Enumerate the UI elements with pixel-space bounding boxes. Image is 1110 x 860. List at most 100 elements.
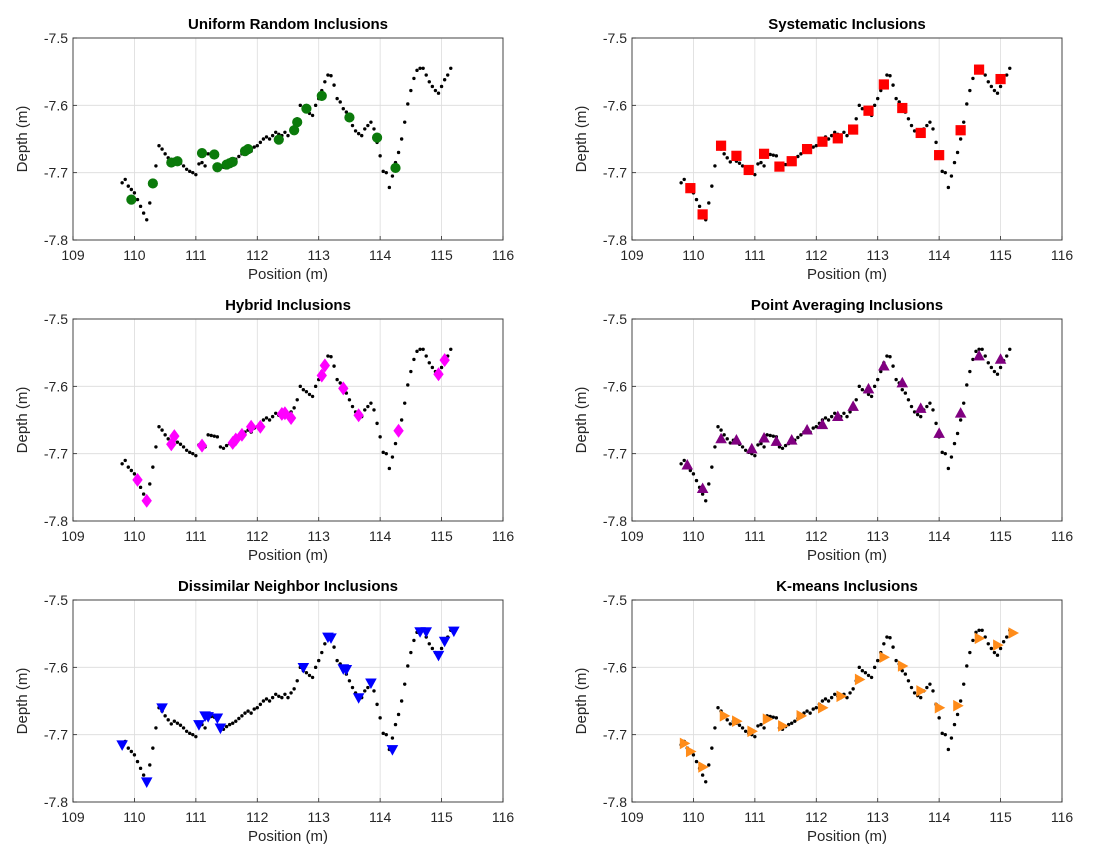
- survey-point: [704, 780, 708, 784]
- survey-point: [120, 181, 124, 185]
- survey-point: [1005, 635, 1009, 639]
- survey-point: [123, 177, 127, 182]
- inclusion-marker: [796, 710, 808, 722]
- inclusion-marker: [878, 359, 890, 371]
- survey-point: [412, 357, 416, 362]
- axes-box: [631, 318, 1063, 522]
- survey-point: [430, 365, 435, 370]
- survey-point: [740, 445, 745, 449]
- survey-point: [403, 401, 407, 405]
- survey-point: [304, 671, 309, 675]
- survey-point: [949, 736, 954, 740]
- inclusion-marker: [770, 435, 783, 446]
- survey-point: [974, 349, 978, 354]
- survey-point: [274, 692, 278, 696]
- x-tick-label: 116: [1051, 809, 1074, 825]
- survey-point: [719, 428, 723, 432]
- survey-point: [774, 154, 779, 158]
- survey-point: [148, 482, 152, 486]
- x-axis-label: Position (m): [248, 828, 328, 845]
- survey-point: [381, 450, 385, 455]
- survey-point: [971, 638, 975, 643]
- inclusion-marker: [242, 144, 254, 155]
- survey-point: [989, 646, 994, 651]
- inclusion-marker: [732, 715, 743, 727]
- survey-point: [986, 361, 990, 365]
- survey-point: [363, 127, 367, 131]
- survey-point: [919, 414, 923, 419]
- survey-point: [154, 445, 158, 449]
- plot-area: [72, 599, 504, 803]
- survey-point: [863, 671, 868, 675]
- survey-point: [872, 103, 877, 108]
- y-tick-label: -7.6: [44, 659, 68, 675]
- inclusion-marker: [679, 737, 691, 750]
- survey-point: [872, 665, 877, 670]
- survey-point: [249, 711, 253, 715]
- axes-box: [72, 37, 504, 241]
- x-tick-label: 110: [682, 247, 705, 263]
- inclusion-marker: [862, 382, 875, 394]
- survey-point: [814, 425, 818, 429]
- inclusion-marker: [953, 699, 964, 712]
- survey-point: [710, 465, 714, 469]
- survey-point: [753, 734, 757, 739]
- survey-point: [900, 388, 904, 392]
- inclusion-marker: [156, 703, 168, 714]
- survey-point: [943, 732, 947, 737]
- survey-point: [707, 763, 711, 767]
- survey-point: [814, 144, 818, 148]
- survey-point: [178, 723, 183, 727]
- inclusion-marker: [786, 156, 797, 167]
- survey-point: [381, 731, 385, 736]
- chart-panel: 109 110 111 112 113 114 115 116 -7.5 -7.6 -7.7 -7.8…: [14, 16, 514, 283]
- survey-point: [381, 169, 385, 174]
- x-tick-label: 113: [308, 528, 331, 544]
- survey-point: [215, 435, 220, 439]
- survey-point: [869, 394, 874, 399]
- survey-point: [335, 96, 339, 101]
- survey-point: [138, 766, 143, 771]
- survey-point: [765, 433, 769, 437]
- survey-point: [965, 102, 969, 106]
- survey-point: [848, 691, 852, 695]
- y-tick-label: -7.6: [603, 97, 627, 113]
- x-tick-label: 114: [369, 528, 392, 544]
- survey-point: [372, 127, 376, 131]
- y-tick-label: -7.7: [44, 165, 68, 181]
- survey-point: [270, 695, 275, 700]
- inclusion-marker: [1008, 627, 1019, 639]
- survey-point: [283, 130, 287, 134]
- survey-point: [845, 133, 849, 138]
- survey-point: [406, 664, 410, 668]
- survey-point: [366, 404, 370, 409]
- survey-point: [277, 694, 281, 698]
- survey-point: [707, 201, 711, 205]
- inclusion-marker: [433, 367, 444, 382]
- survey-point: [227, 722, 232, 727]
- x-tick-label: 109: [61, 247, 85, 263]
- x-tick-label: 115: [430, 809, 453, 825]
- survey-point: [141, 211, 146, 215]
- survey-point: [971, 76, 975, 81]
- inclusion-marker: [974, 632, 986, 645]
- survey-point: [347, 398, 352, 402]
- survey-point: [756, 724, 760, 728]
- inclusion-marker: [897, 660, 909, 672]
- survey-point: [759, 160, 763, 165]
- survey-point: [184, 167, 189, 171]
- survey-point: [931, 689, 935, 693]
- survey-point: [710, 184, 714, 188]
- inclusion-marker: [801, 144, 813, 155]
- inclusion-marker: [172, 156, 183, 167]
- panel-title: Dissimilar Neighbor Inclusions: [178, 578, 398, 595]
- survey-point: [126, 184, 130, 188]
- survey-point: [154, 164, 158, 168]
- survey-point: [962, 401, 966, 405]
- inclusion-marker: [438, 636, 451, 648]
- inclusion-marker: [193, 720, 205, 731]
- survey-point: [968, 88, 972, 93]
- survey-point: [694, 759, 699, 764]
- survey-point: [166, 437, 170, 441]
- survey-point: [937, 716, 941, 720]
